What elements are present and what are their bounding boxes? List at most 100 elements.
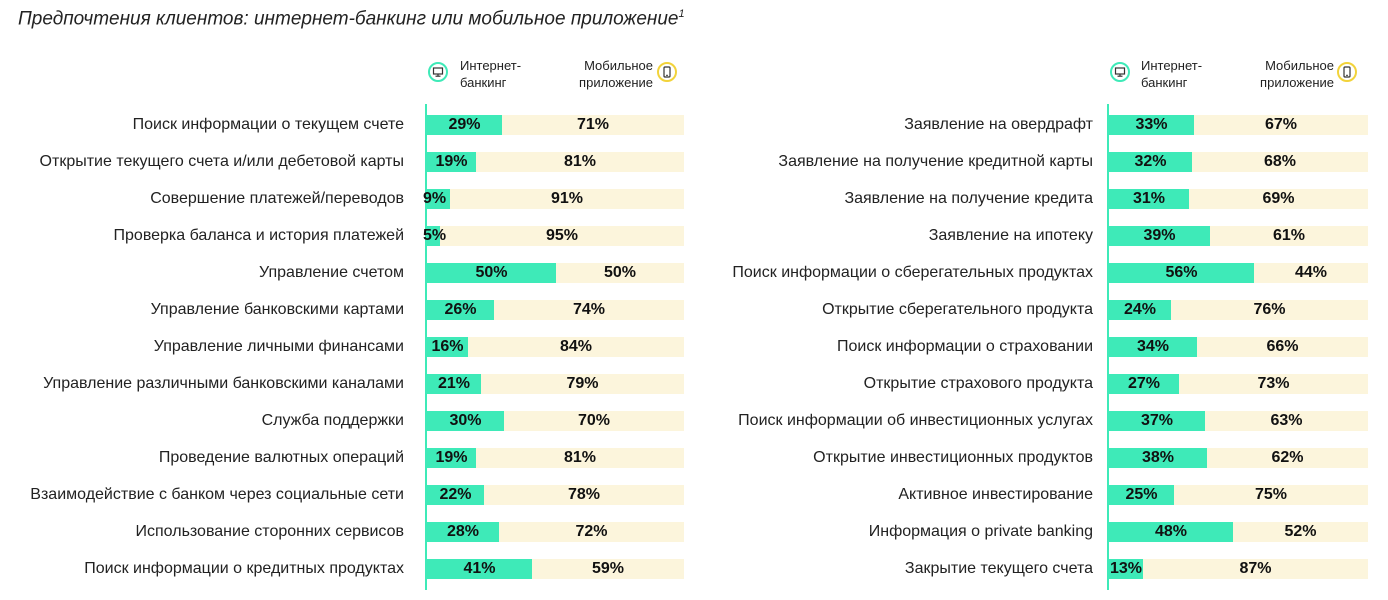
bar-internet — [1109, 485, 1174, 505]
value-label-internet: 5% — [423, 227, 447, 244]
value-label-mobile: 67% — [1264, 116, 1298, 133]
bar-internet — [427, 263, 556, 283]
bar-internet — [1109, 522, 1233, 542]
category-label: Взаимодействие с банком через социальные… — [30, 486, 404, 503]
value-label-mobile: 76% — [1253, 301, 1286, 318]
value-label-mobile: 72% — [575, 523, 608, 540]
value-label-internet: 9% — [423, 190, 447, 207]
bar-internet — [427, 226, 440, 246]
bar-internet — [1109, 115, 1194, 135]
value-label-internet: 26% — [444, 301, 477, 318]
legend-mobile-line1: Мобильное — [584, 58, 653, 73]
value-label-mobile: 81% — [563, 153, 597, 170]
bar-internet — [1109, 189, 1189, 209]
value-label-internet: 25% — [1125, 486, 1158, 503]
bar-mobile — [427, 152, 684, 172]
title-footnote: 1 — [678, 8, 685, 20]
value-label-mobile: 74% — [572, 301, 606, 318]
value-label-internet: 32% — [1134, 153, 1167, 170]
value-label-internet: 48% — [1154, 523, 1188, 540]
value-label-internet: 56% — [1165, 264, 1198, 281]
bar-mobile — [427, 485, 684, 505]
value-label-internet: 27% — [1127, 375, 1161, 392]
bar-internet — [1109, 152, 1192, 172]
bar-internet — [427, 448, 476, 468]
smartphone-icon — [657, 62, 677, 82]
category-label: Совершение платежей/переводов — [150, 190, 404, 207]
category-label: Заявление на получение кредитной карты — [778, 153, 1093, 170]
legend-mobile-left: Мобильное приложение — [572, 57, 653, 91]
category-label: Использование сторонних сервисов — [135, 523, 404, 540]
value-label-mobile: 73% — [1257, 375, 1290, 392]
value-label-mobile: 59% — [591, 560, 625, 577]
legend-internet-left: Интернет- банкинг — [460, 57, 521, 91]
value-label-mobile: 61% — [1272, 227, 1306, 244]
bar-mobile — [427, 374, 684, 394]
legend-internet-right: Интернет- банкинг — [1141, 57, 1202, 91]
legend-internet-line1: Интернет- — [1141, 58, 1203, 73]
legend-internet-line1: Интернет- — [460, 58, 522, 73]
bar-internet — [427, 374, 481, 394]
value-label-internet: 41% — [463, 560, 496, 577]
category-label: Проверка баланса и история платежей — [113, 227, 404, 244]
category-label: Заявление на овердрафт — [904, 116, 1093, 133]
value-label-mobile: 69% — [1262, 190, 1295, 207]
value-label-mobile: 95% — [545, 227, 579, 244]
bar-internet — [427, 115, 502, 135]
category-label: Заявление на ипотеку — [928, 227, 1093, 244]
category-label: Открытие страхового продукта — [863, 375, 1093, 392]
bar-internet — [1109, 411, 1205, 431]
legend-internet-line2: банкинг — [1141, 75, 1188, 90]
bar-internet — [427, 485, 484, 505]
value-label-mobile: 75% — [1254, 486, 1288, 503]
monitor-icon — [1110, 62, 1130, 82]
value-label-internet: 30% — [449, 412, 482, 429]
value-label-internet: 24% — [1123, 301, 1157, 318]
bar-internet — [427, 152, 476, 172]
left-chart-axis — [425, 104, 427, 590]
bar-internet — [427, 189, 450, 209]
category-label: Открытие сберегательного продукта — [822, 301, 1093, 318]
value-label-internet: 37% — [1140, 412, 1174, 429]
bar-mobile — [1109, 300, 1368, 320]
category-label: Информация о private banking — [868, 523, 1093, 540]
category-label: Поиск информации о страховании — [836, 338, 1093, 355]
category-label: Активное инвестирование — [898, 486, 1093, 503]
bar-internet — [1109, 448, 1207, 468]
value-label-internet: 21% — [437, 375, 471, 392]
value-label-mobile: 70% — [577, 412, 611, 429]
category-label: Управление банковскими картами — [150, 301, 404, 318]
value-label-internet: 39% — [1143, 227, 1176, 244]
value-label-mobile: 84% — [559, 338, 593, 355]
category-label: Заявление на получение кредита — [844, 190, 1093, 207]
category-label: Служба поддержки — [261, 412, 404, 429]
bar-internet — [1109, 559, 1143, 579]
monitor-icon — [428, 62, 448, 82]
value-label-mobile: 87% — [1239, 560, 1272, 577]
bar-internet — [427, 300, 494, 320]
value-label-mobile: 78% — [567, 486, 601, 503]
legend-internet-line2: банкинг — [460, 75, 507, 90]
bar-internet — [1109, 226, 1210, 246]
bar-internet — [1109, 300, 1171, 320]
chart-title: Предпочтения клиентов: интернет-банкинг … — [18, 8, 685, 30]
value-label-internet: 19% — [435, 153, 468, 170]
legend-mobile-right: Мобильное приложение — [1253, 57, 1334, 91]
category-label: Открытие инвестиционных продуктов — [813, 449, 1093, 466]
bar-mobile — [427, 226, 684, 246]
bar-mobile — [427, 337, 684, 357]
value-label-mobile: 62% — [1271, 449, 1304, 466]
bar-mobile — [427, 189, 684, 209]
value-label-mobile: 79% — [566, 375, 599, 392]
category-label: Поиск информации о текущем счете — [132, 116, 404, 133]
category-label: Поиск информации о кредитных продуктах — [84, 560, 404, 577]
bar-internet — [1109, 263, 1254, 283]
value-label-mobile: 44% — [1294, 264, 1328, 281]
value-label-mobile: 71% — [576, 116, 610, 133]
value-label-internet: 28% — [446, 523, 480, 540]
value-label-mobile: 68% — [1263, 153, 1297, 170]
right-chart-axis — [1107, 104, 1109, 590]
bar-internet — [427, 559, 532, 579]
category-label: Управление счетом — [259, 264, 404, 281]
value-label-internet: 31% — [1132, 190, 1166, 207]
